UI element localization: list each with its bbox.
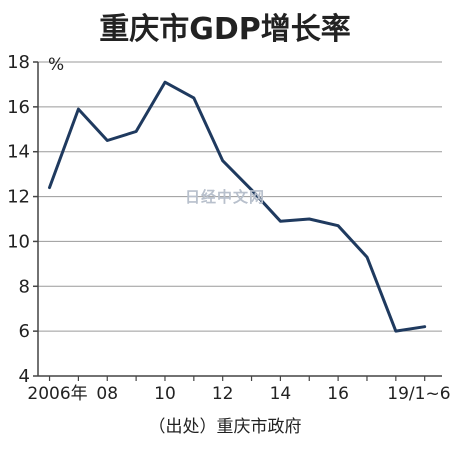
series-line: [48, 80, 427, 333]
y-tick-label-4: 4: [19, 366, 30, 387]
source-note: （出处）重庆市政府: [148, 417, 302, 437]
y-tick-label-18: 18: [7, 52, 30, 73]
y-tick-label-16: 16: [7, 97, 30, 118]
x-tick-label-12: 12: [212, 384, 234, 404]
x-tick-label-10: 10: [154, 384, 176, 404]
axes: [33, 61, 442, 381]
y-tick-label-12: 12: [7, 187, 30, 208]
y-tick-labels: 4 6 8 10 12 14 16 18: [7, 52, 30, 387]
y-tick-label-14: 14: [7, 142, 30, 163]
gridlines: [38, 61, 442, 332]
chart-title: 重庆市GDP增长率: [99, 12, 351, 47]
y-tick-label-6: 6: [19, 321, 30, 342]
x-tick-label-19/1~6: 19/1~6: [387, 384, 450, 404]
x-tick-label-2006年: 2006年: [27, 384, 87, 404]
x-tick-label-16: 16: [327, 384, 349, 404]
y-tick-label-8: 8: [19, 276, 30, 297]
y-axis-unit-label: %: [48, 55, 64, 75]
x-tick-labels: 2006年 08 10 12 14 16 19/1~6: [27, 384, 450, 404]
x-tick-label-14: 14: [270, 384, 292, 404]
y-tick-label-10: 10: [7, 231, 30, 252]
watermark-logo: 日经中文网: [185, 188, 266, 206]
x-tick-label-08: 08: [96, 384, 118, 404]
